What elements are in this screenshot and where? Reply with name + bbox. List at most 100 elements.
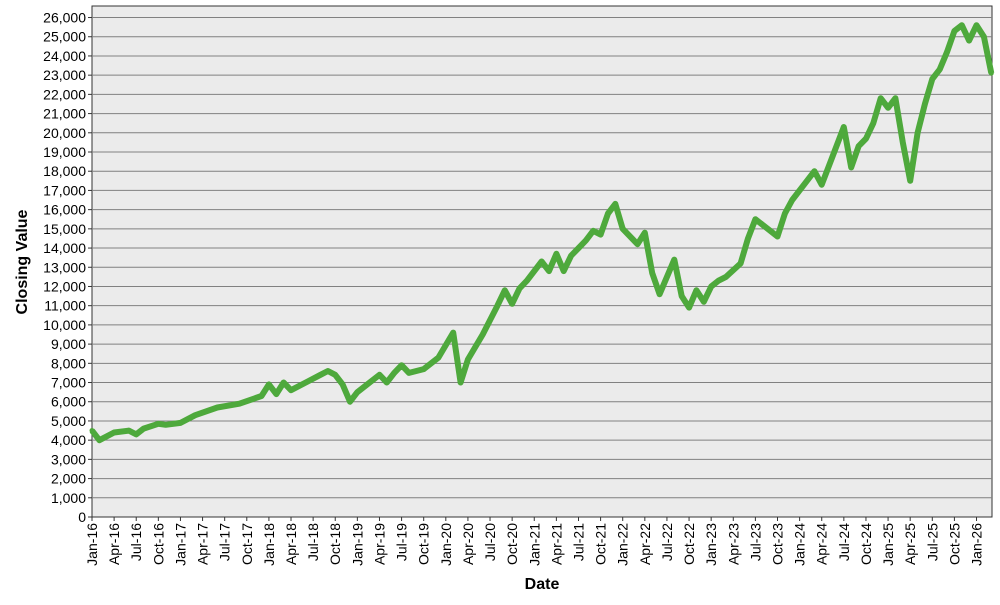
- x-tick-label: Jan-18: [261, 523, 277, 566]
- x-tick-label: Jan-24: [792, 523, 808, 566]
- data-point: [273, 391, 279, 397]
- x-tick-label: Apr-21: [548, 523, 564, 565]
- data-point: [804, 178, 810, 184]
- data-point: [259, 393, 265, 399]
- data-point: [281, 380, 287, 386]
- y-tick-label: 12,000: [43, 278, 86, 294]
- y-tick-label: 15,000: [43, 221, 86, 237]
- data-point: [236, 401, 242, 407]
- y-axis-label: Closing Value: [14, 209, 31, 314]
- x-tick-label: Jul-22: [659, 523, 675, 561]
- x-tick-label: Apr-16: [106, 523, 122, 565]
- data-point: [634, 241, 640, 247]
- data-point: [959, 22, 965, 28]
- data-point: [494, 303, 500, 309]
- data-point: [922, 101, 928, 107]
- data-point: [863, 136, 869, 142]
- data-point: [612, 201, 618, 207]
- x-tick-label: Jan-20: [438, 523, 454, 566]
- data-point: [288, 387, 294, 393]
- data-point: [915, 130, 921, 136]
- data-point: [553, 251, 559, 257]
- data-point: [347, 399, 353, 405]
- data-point: [605, 210, 611, 216]
- y-tick-label: 17,000: [43, 182, 86, 198]
- data-point: [590, 228, 596, 234]
- data-point: [649, 270, 655, 276]
- data-point: [155, 421, 161, 427]
- data-point: [819, 182, 825, 188]
- data-point: [133, 431, 139, 437]
- x-tick-label: Jan-21: [526, 523, 542, 566]
- data-point: [318, 372, 324, 378]
- x-tick-label: Oct-18: [327, 523, 343, 565]
- data-point: [929, 76, 935, 82]
- x-tick-label: Oct-19: [416, 523, 432, 565]
- y-tick-label: 5,000: [51, 413, 86, 429]
- data-point: [509, 301, 515, 307]
- x-tick-label: Oct-25: [946, 523, 962, 565]
- y-tick-label: 19,000: [43, 144, 86, 160]
- y-tick-label: 2,000: [51, 471, 86, 487]
- x-tick-label: Jan-25: [880, 523, 896, 566]
- x-tick-label: Oct-24: [858, 523, 874, 565]
- x-tick-label: Oct-23: [770, 523, 786, 565]
- y-tick-label: 21,000: [43, 106, 86, 122]
- x-tick-label: Jul-25: [924, 523, 940, 561]
- x-tick-label: Jan-22: [615, 523, 631, 566]
- data-point: [657, 291, 663, 297]
- data-point: [575, 245, 581, 251]
- data-point: [870, 120, 876, 126]
- x-tick-label: Jul-19: [394, 523, 410, 561]
- data-point: [376, 372, 382, 378]
- x-tick-label: Apr-19: [371, 523, 387, 565]
- data-point: [399, 362, 405, 368]
- data-point: [848, 164, 854, 170]
- data-point: [974, 22, 980, 28]
- data-point: [340, 381, 346, 387]
- data-point: [384, 380, 390, 386]
- x-tick-label: Apr-17: [195, 523, 211, 565]
- y-tick-label: 4,000: [51, 432, 86, 448]
- data-point: [96, 437, 102, 443]
- data-point: [539, 259, 545, 264]
- data-point: [458, 380, 464, 386]
- data-point: [738, 260, 744, 266]
- data-point: [892, 95, 898, 101]
- data-point: [752, 216, 758, 222]
- y-tick-label: 1,000: [51, 490, 86, 506]
- data-point: [811, 168, 817, 174]
- data-point: [303, 380, 309, 386]
- data-point: [332, 372, 338, 378]
- y-tick-label: 23,000: [43, 67, 86, 83]
- x-tick-label: Jan-26: [969, 523, 985, 566]
- data-point: [966, 38, 972, 44]
- x-tick-label: Oct-16: [150, 523, 166, 565]
- y-tick-label: 8,000: [51, 355, 86, 371]
- y-tick-label: 26,000: [43, 10, 86, 26]
- data-point: [708, 283, 714, 289]
- y-tick-label: 18,000: [43, 163, 86, 179]
- y-tick-label: 24,000: [43, 48, 86, 64]
- data-point: [944, 49, 950, 55]
- data-point: [723, 274, 729, 280]
- x-tick-label: Jan-19: [349, 523, 365, 566]
- y-tick-label: 3,000: [51, 451, 86, 467]
- x-tick-label: Jan-23: [703, 523, 719, 566]
- data-point: [421, 366, 427, 372]
- y-tick-label: 14,000: [43, 240, 86, 256]
- x-tick-label: Apr-23: [725, 523, 741, 565]
- data-point: [951, 28, 957, 34]
- data-point: [775, 234, 781, 240]
- data-point: [900, 139, 906, 145]
- y-tick-label: 22,000: [43, 86, 86, 102]
- data-point: [502, 287, 508, 293]
- x-tick-label: Oct-17: [239, 523, 255, 565]
- data-point: [177, 420, 183, 426]
- x-tick-label: Apr-20: [460, 523, 476, 565]
- x-axis-label: Date: [525, 576, 560, 593]
- data-point: [782, 210, 788, 216]
- y-tick-label: 13,000: [43, 259, 86, 275]
- data-point: [89, 428, 95, 434]
